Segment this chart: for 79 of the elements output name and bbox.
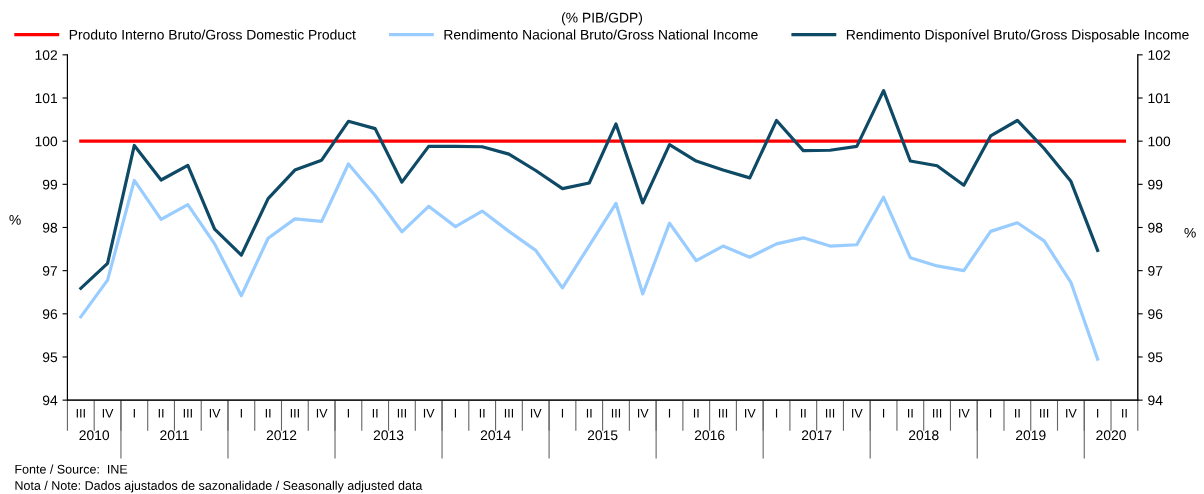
- x-tick-label: IV: [852, 408, 863, 418]
- x-tick-label: II: [265, 408, 271, 418]
- source-note: Fonte / Source: INE: [15, 464, 128, 474]
- y-tick-label: 99: [42, 179, 58, 190]
- x-tick-label: IV: [959, 408, 970, 418]
- x-tick-label: I: [990, 408, 992, 418]
- x-tick-label: III: [611, 408, 621, 418]
- x-tick-label: IV: [530, 408, 542, 418]
- x-tick-label: II: [479, 408, 485, 418]
- y-tick-label: 94: [42, 395, 58, 406]
- y-axis-title: %: [9, 214, 21, 225]
- y2-tick-label: 100: [1148, 136, 1171, 147]
- y-tick-label: 97: [42, 265, 58, 276]
- x-tick-label: I: [240, 408, 242, 418]
- x-tick-label: III: [504, 408, 513, 418]
- line-series: [79, 162, 1100, 361]
- x-tick-label: IV: [316, 408, 328, 418]
- text: 2010: [79, 430, 110, 441]
- x-tick-label: I: [133, 408, 135, 418]
- y2-tick-label: 96: [1148, 309, 1163, 319]
- y-tick-label: 95: [42, 352, 58, 363]
- x-tick-label: II: [693, 408, 699, 418]
- y2-tick-label: 94: [1148, 395, 1163, 406]
- x-tick-label: III: [183, 408, 192, 418]
- legend-label: Rendimento Nacional Bruto/Gross National Income: [444, 29, 758, 40]
- legend-label: Produto Interno Bruto/Gross Domestic Product: [69, 29, 356, 40]
- y2-tick-label: 102: [1148, 50, 1170, 60]
- text: 2011: [160, 430, 189, 441]
- x-tick-label: IV: [209, 408, 221, 418]
- text: 2015: [587, 430, 618, 441]
- x-tick-label: II: [372, 408, 378, 418]
- legend-label: Rendimento Disponível Bruto/Gross Disposable Income: [846, 29, 1189, 43]
- y2-tick-label: 98: [1148, 222, 1163, 233]
- y2-tick-label: 99: [1148, 179, 1163, 190]
- y2-tick-label: 97: [1148, 265, 1163, 276]
- text: 2013: [373, 430, 404, 441]
- y-tick-label: 98: [42, 222, 58, 233]
- x-tick-label: III: [397, 408, 406, 418]
- x-tick-label: IV: [745, 408, 756, 418]
- text: 2016: [694, 430, 725, 441]
- text: 2014: [480, 430, 511, 441]
- x-tick-label: III: [290, 408, 299, 418]
- x-tick-label: III: [76, 408, 85, 418]
- x-tick-label: I: [454, 408, 457, 418]
- x-tick-label: I: [561, 408, 564, 418]
- x-tick-label: IV: [423, 408, 435, 418]
- text: 2017: [801, 430, 832, 441]
- y-tick-label: 96: [42, 309, 58, 319]
- text: 2012: [266, 430, 297, 441]
- y-tick-label: 100: [35, 136, 58, 147]
- x-tick-label: I: [347, 408, 349, 418]
- x-tick-label: II: [586, 408, 592, 418]
- x-tick-label: II: [908, 408, 913, 418]
- x-tick-label: II: [1015, 408, 1020, 418]
- x-tick-label: I: [668, 408, 671, 418]
- line-series: [79, 89, 1100, 290]
- y2-tick-label: 101: [1148, 93, 1170, 104]
- x-tick-label: I: [1097, 408, 1099, 418]
- text: Nota / Note: Dados ajustados de sazonalidade / Seasonally adjusted data: [15, 480, 423, 493]
- x-tick-label: II: [1122, 408, 1127, 418]
- x-tick-label: III: [933, 408, 942, 418]
- y2-axis-title: %: [1184, 227, 1196, 238]
- y-tick-label: 102: [35, 50, 58, 60]
- x-tick-label: IV: [637, 408, 649, 418]
- x-tick-label: II: [158, 408, 164, 418]
- x-tick-label: III: [1040, 408, 1049, 418]
- x-tick-label: III: [718, 408, 728, 418]
- x-tick-label: IV: [102, 408, 114, 418]
- x-tick-label: II: [800, 408, 806, 418]
- chart-title: (% PIB/GDP): [561, 12, 643, 26]
- x-tick-label: I: [775, 408, 778, 418]
- x-tick-label: III: [826, 408, 835, 418]
- text: 2019: [1016, 430, 1046, 441]
- y-tick-label: 101: [35, 93, 58, 104]
- x-tick-label: IV: [1066, 408, 1077, 418]
- y2-tick-label: 95: [1148, 352, 1163, 363]
- x-tick-label: I: [882, 408, 885, 418]
- text: 2020: [1096, 430, 1126, 441]
- text: 2018: [908, 430, 939, 441]
